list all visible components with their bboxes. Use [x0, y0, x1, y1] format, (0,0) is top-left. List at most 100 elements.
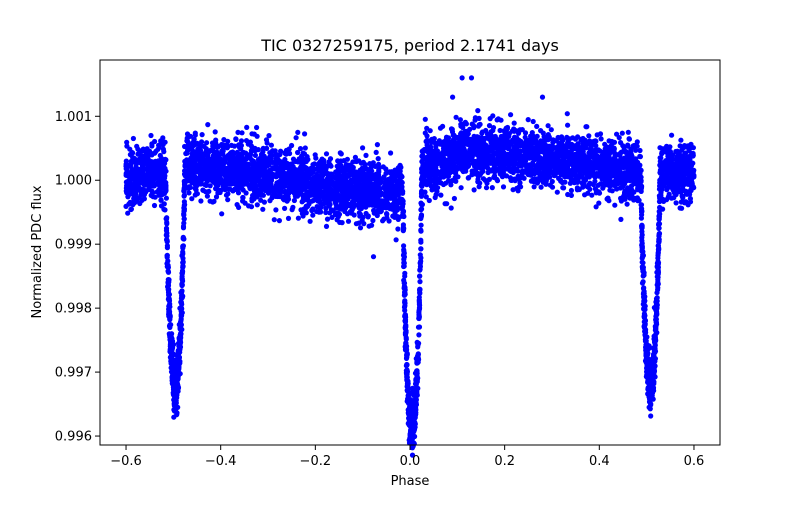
data-point [460, 157, 466, 163]
data-point [545, 132, 551, 138]
data-point [586, 163, 593, 170]
data-point [666, 148, 672, 154]
data-point [675, 175, 681, 181]
data-point [564, 111, 570, 117]
data-point [128, 206, 134, 213]
data-point [398, 189, 404, 195]
data-point [397, 171, 403, 177]
data-point [340, 165, 346, 171]
data-point [611, 139, 618, 145]
data-point [386, 218, 392, 224]
data-point [583, 124, 589, 130]
data-point [366, 223, 372, 229]
data-point [259, 159, 265, 165]
data-point [234, 149, 240, 155]
data-point [477, 180, 483, 186]
data-point [324, 216, 331, 222]
data-point [223, 178, 229, 184]
data-point [612, 158, 618, 165]
data-point [484, 131, 491, 137]
data-point [517, 180, 523, 186]
data-point [592, 138, 599, 144]
data-point [127, 186, 133, 192]
data-point [618, 198, 625, 204]
data-point [207, 183, 213, 189]
data-point [593, 204, 599, 210]
data-point [648, 413, 654, 419]
data-point [454, 156, 460, 163]
data-point [585, 156, 591, 162]
data-point [433, 142, 439, 148]
data-point [451, 195, 457, 202]
data-point [148, 132, 154, 139]
data-point [360, 176, 366, 183]
data-point [365, 213, 371, 219]
data-point [568, 187, 575, 194]
data-point [158, 197, 164, 203]
data-point [350, 172, 357, 178]
data-point [151, 202, 158, 209]
data-point [370, 254, 377, 260]
data-point [674, 168, 680, 174]
data-point [625, 189, 632, 195]
data-point [388, 150, 394, 156]
data-point [475, 108, 481, 114]
data-point [192, 130, 198, 136]
data-point [491, 163, 497, 169]
data-point [525, 117, 531, 123]
data-point [587, 138, 593, 144]
data-point [215, 156, 221, 162]
data-point [448, 126, 455, 132]
data-point [547, 164, 554, 170]
data-point [373, 149, 379, 155]
data-point [632, 144, 638, 150]
data-point [269, 152, 275, 159]
data-point [553, 157, 559, 163]
data-point [258, 151, 265, 157]
data-point [684, 162, 691, 169]
data-point [532, 176, 538, 182]
data-point [211, 179, 217, 185]
data-point [494, 137, 500, 143]
data-point [422, 116, 428, 122]
data-point [139, 179, 145, 185]
data-point [145, 167, 151, 173]
data-point [481, 140, 487, 146]
data-point [138, 158, 144, 164]
data-point [205, 122, 211, 128]
data-point [489, 147, 495, 153]
data-point [225, 197, 231, 203]
data-point [123, 185, 129, 191]
data-point [574, 159, 580, 165]
data-point [467, 126, 473, 132]
data-point [508, 148, 514, 154]
data-point [575, 134, 581, 140]
data-point [448, 154, 454, 160]
data-point [471, 187, 477, 193]
data-point [608, 143, 614, 149]
data-point [511, 165, 517, 171]
data-point [302, 192, 309, 198]
data-point [579, 156, 585, 162]
data-point [448, 182, 454, 188]
data-point [260, 192, 266, 198]
data-point [460, 142, 466, 148]
data-point [439, 162, 445, 168]
data-point [685, 189, 691, 195]
data-point [445, 178, 451, 184]
data-point [486, 153, 492, 159]
data-point [574, 152, 580, 158]
data-point [280, 162, 286, 168]
data-point [221, 165, 227, 171]
data-point [384, 177, 390, 183]
data-point [620, 143, 626, 149]
data-point [631, 189, 637, 195]
data-point [565, 122, 571, 128]
data-point [567, 143, 573, 149]
data-point [555, 134, 561, 141]
data-point [193, 187, 199, 193]
data-point [163, 195, 169, 201]
data-point [547, 154, 554, 160]
data-point [162, 207, 168, 213]
data-point [438, 192, 444, 198]
